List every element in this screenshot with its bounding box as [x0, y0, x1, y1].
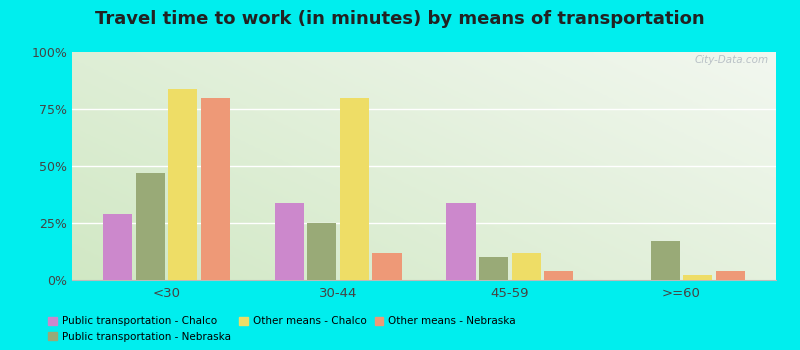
Bar — [103, 214, 132, 280]
Bar — [373, 253, 402, 280]
Bar — [683, 275, 713, 280]
Text: Travel time to work (in minutes) by means of transportation: Travel time to work (in minutes) by mean… — [95, 10, 705, 28]
Bar — [168, 89, 198, 280]
Bar — [716, 271, 745, 280]
Bar — [479, 257, 508, 280]
Text: City-Data.com: City-Data.com — [695, 55, 769, 65]
Bar — [135, 173, 165, 280]
Bar — [650, 241, 680, 280]
Bar — [544, 271, 574, 280]
Bar — [511, 253, 541, 280]
Legend: Public transportation - Chalco, Public transportation - Nebraska, Other means - : Public transportation - Chalco, Public t… — [46, 313, 519, 345]
Bar — [446, 203, 475, 280]
Bar — [201, 98, 230, 280]
Bar — [340, 98, 369, 280]
Bar — [307, 223, 337, 280]
Bar — [274, 203, 304, 280]
